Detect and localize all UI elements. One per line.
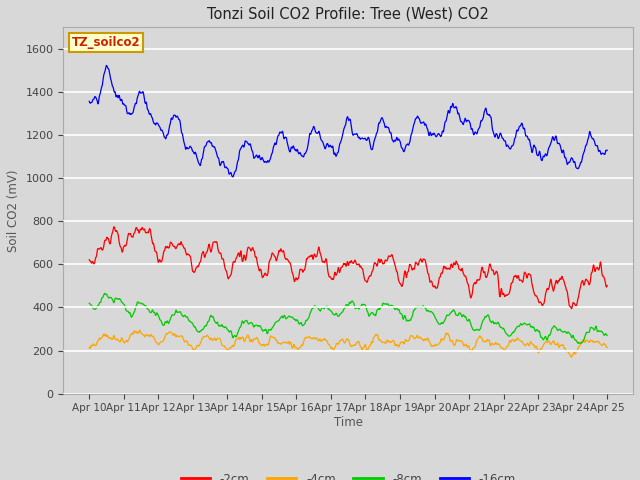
Legend: -2cm, -4cm, -8cm, -16cm: -2cm, -4cm, -8cm, -16cm	[176, 468, 520, 480]
Text: TZ_soilco2: TZ_soilco2	[72, 36, 141, 49]
Title: Tonzi Soil CO2 Profile: Tree (West) CO2: Tonzi Soil CO2 Profile: Tree (West) CO2	[207, 7, 489, 22]
X-axis label: Time: Time	[333, 416, 363, 429]
Y-axis label: Soil CO2 (mV): Soil CO2 (mV)	[7, 169, 20, 252]
